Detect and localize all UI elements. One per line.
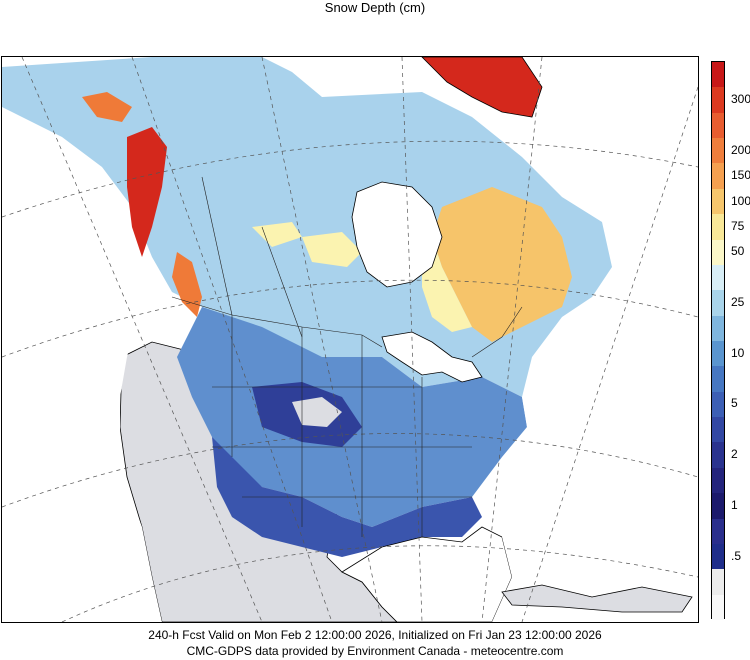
snow-depth-map xyxy=(1,56,699,623)
color-scale-swatch xyxy=(712,467,724,494)
color-scale-swatch xyxy=(712,341,724,367)
color-scale-swatch xyxy=(712,543,724,570)
color-scale-swatch xyxy=(712,62,724,88)
forecast-info: 240-h Fcst Valid on Mon Feb 2 12:00:00 2… xyxy=(148,628,602,642)
color-scale-swatch xyxy=(712,112,724,139)
snow-region-prairie-deep xyxy=(302,232,362,267)
color-scale-swatch xyxy=(712,594,724,621)
color-scale-swatch xyxy=(712,188,724,215)
color-scale-label: 5 xyxy=(731,396,738,411)
color-scale-swatch xyxy=(712,290,724,317)
color-scale-label: 50 xyxy=(731,244,745,259)
great-lakes xyxy=(381,331,483,383)
color-scale-swatch xyxy=(712,493,724,520)
color-scale-label: 200 xyxy=(731,142,750,157)
color-scale-label: 1 xyxy=(731,497,738,512)
data-credit: CMC-GDPS data provided by Environment Ca… xyxy=(186,644,564,658)
color-scale-swatch xyxy=(712,391,724,418)
color-scale-bar xyxy=(711,61,725,621)
map-title: Snow Depth (cm) xyxy=(324,0,426,15)
color-scale-swatch xyxy=(712,518,724,545)
snow-region-quebec-deep xyxy=(432,187,572,342)
color-scale-label: .5 xyxy=(731,548,742,563)
color-scale-swatch xyxy=(712,315,724,342)
hudson-bay xyxy=(351,181,443,288)
color-scale-swatch xyxy=(712,214,724,241)
snow-region-us-south xyxy=(212,437,482,557)
political-boundaries xyxy=(171,176,523,537)
color-scale-swatch xyxy=(712,138,724,164)
snow-free-pocket-plains xyxy=(292,397,342,427)
atlantic-ocean xyxy=(492,257,698,622)
color-scale-label: 300 xyxy=(731,92,750,107)
color-scale-label: 75 xyxy=(731,218,745,233)
greenland xyxy=(421,57,543,118)
color-scale-swatch xyxy=(712,163,724,190)
color-scale-label: 10 xyxy=(731,345,745,360)
map-canvas xyxy=(2,57,698,622)
snow-region-alaska-deep xyxy=(82,92,132,122)
snow-region-cordillera-extreme xyxy=(127,127,167,257)
color-scale-label: 2 xyxy=(731,447,738,462)
color-scale-label: 150 xyxy=(731,168,750,183)
color-scale-swatch xyxy=(712,366,724,393)
color-scale-swatch xyxy=(712,417,724,443)
color-scale-swatch xyxy=(712,239,724,266)
color-scale-swatch xyxy=(712,87,724,114)
color-scale-label: 25 xyxy=(731,294,745,309)
color-scale-swatch xyxy=(712,264,724,291)
color-scale-swatch xyxy=(712,569,724,596)
snow-region-bc-very-deep xyxy=(172,252,202,317)
pacific-ocean xyxy=(2,117,162,622)
snow-region-nunavut-deep xyxy=(252,222,302,247)
color-scale-label: 100 xyxy=(731,193,750,208)
cuba xyxy=(501,584,693,613)
color-scale-swatch xyxy=(712,442,724,469)
